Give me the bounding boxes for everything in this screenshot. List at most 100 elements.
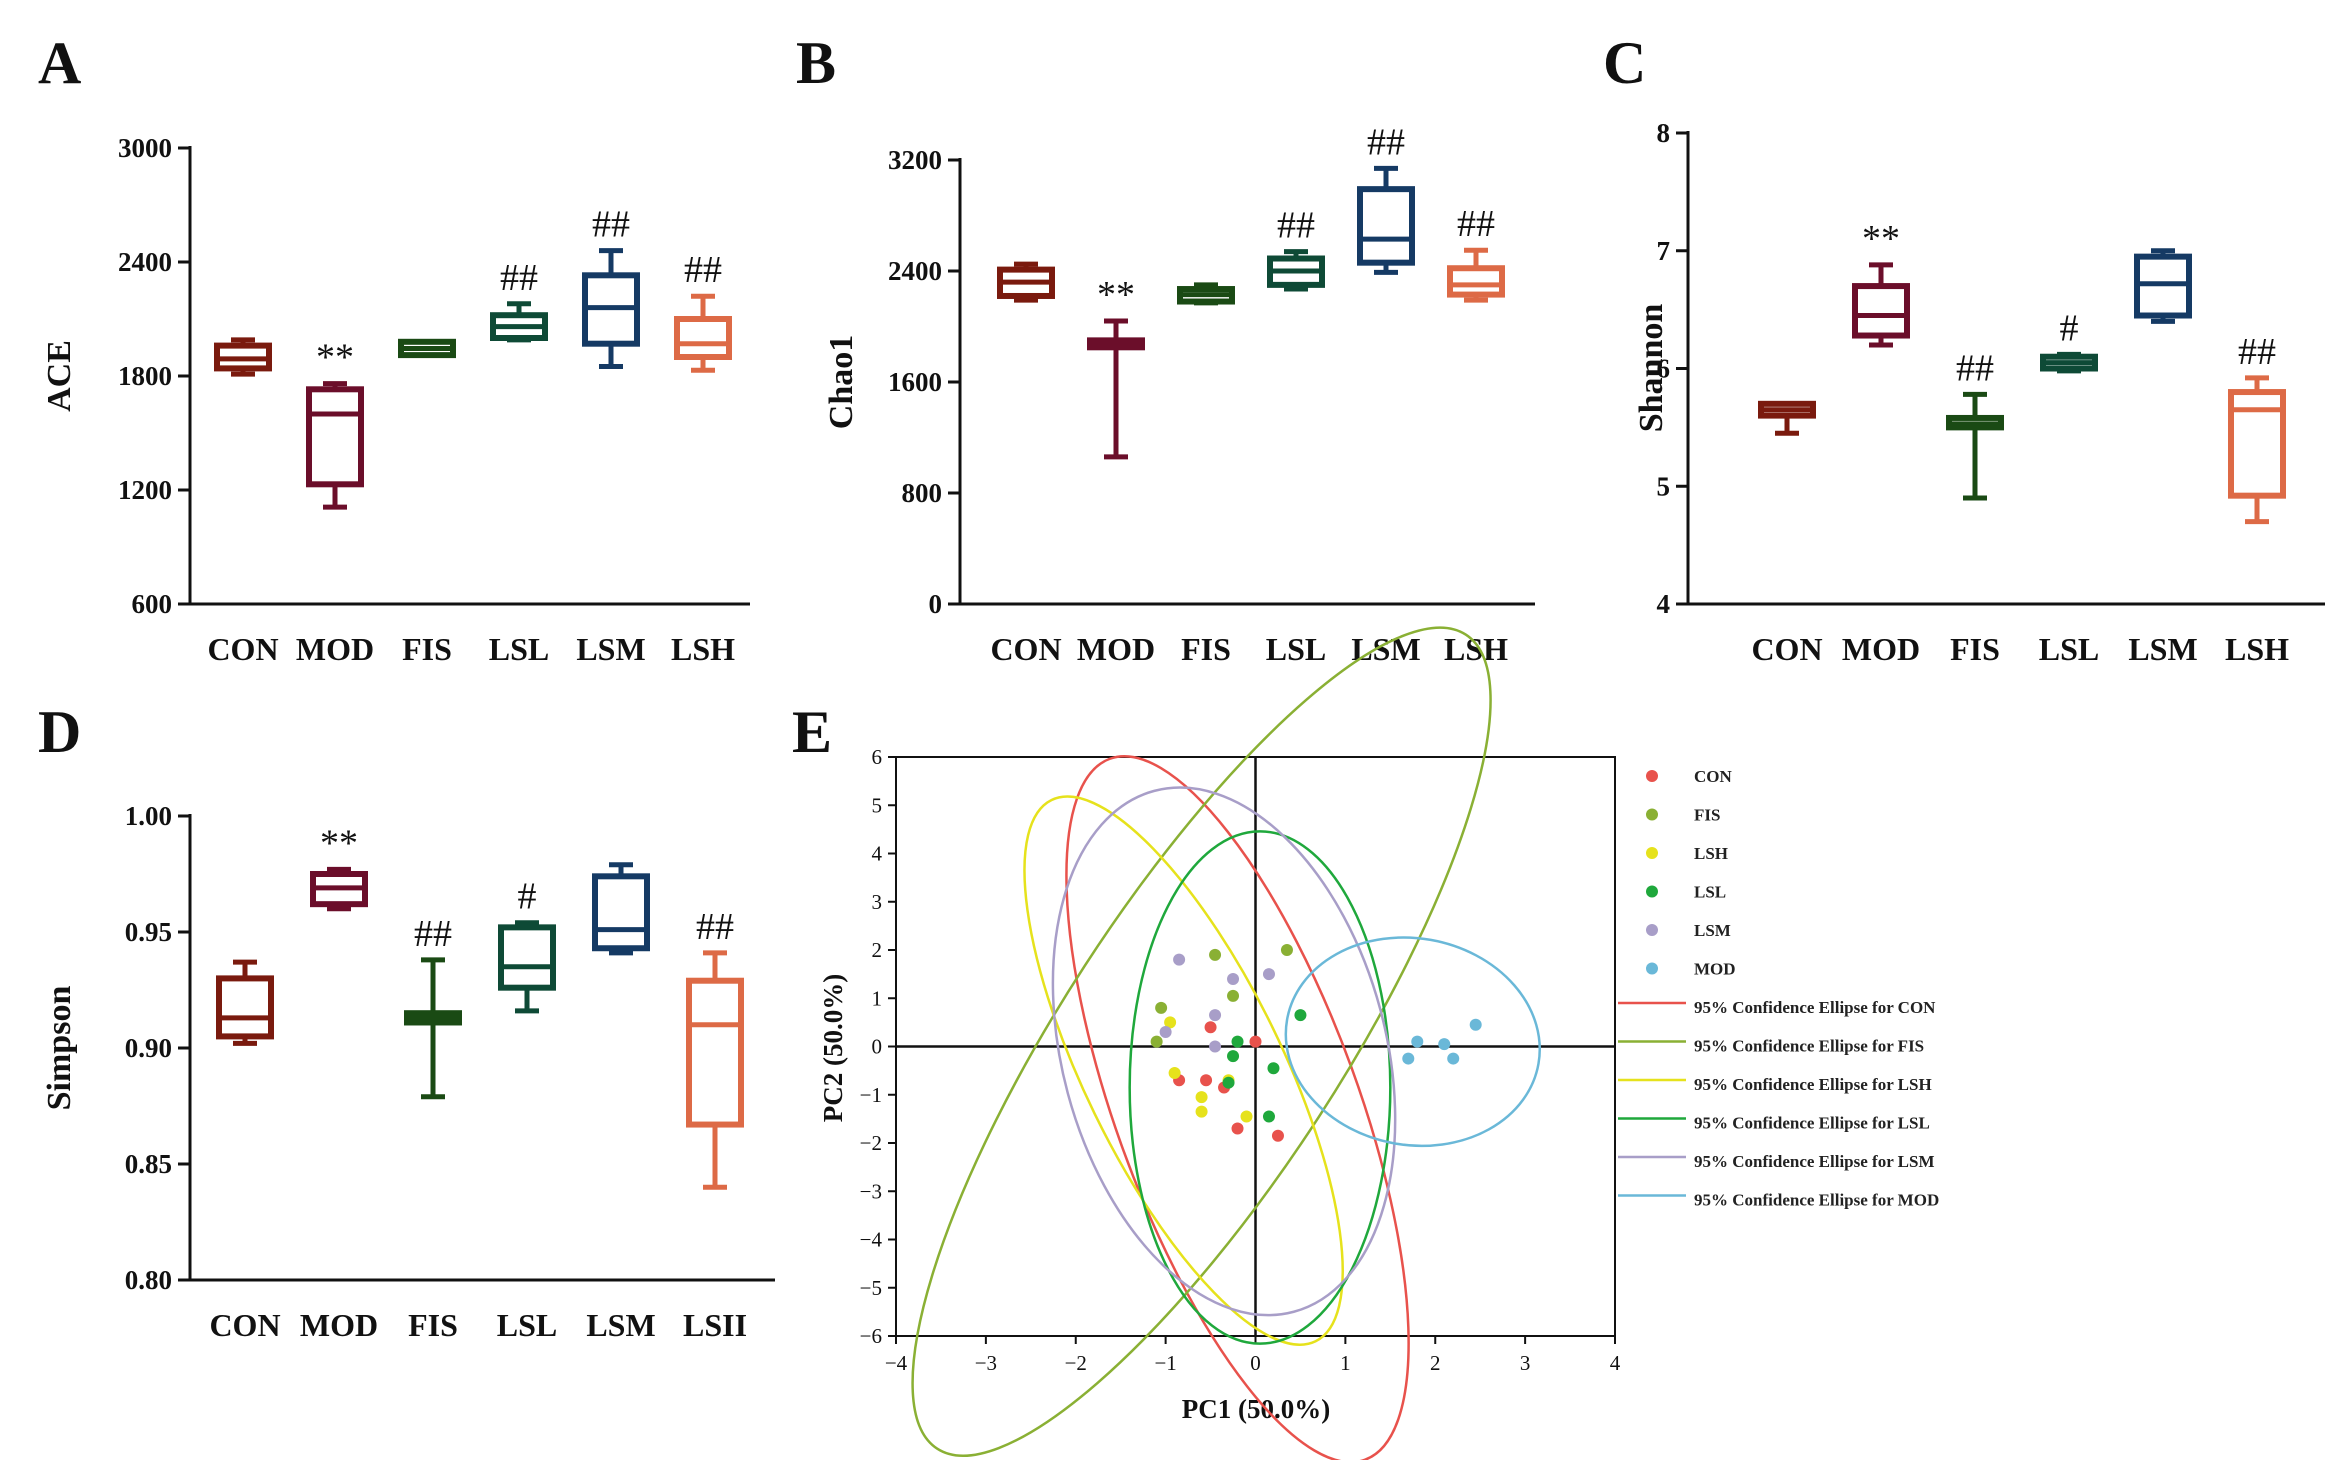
box-fis (1946, 391, 2004, 501)
x-category-label: CON (207, 631, 278, 667)
significance-marker: ## (1367, 121, 1405, 163)
y-tick-label: 1800 (118, 361, 172, 391)
confidence-ellipse-fis (911, 626, 1492, 1457)
y-tick-label: 1 (872, 986, 883, 1010)
x-tick-label: 3 (1520, 1351, 1531, 1375)
legend-label: 95% Confidence Ellipse for MOD (1694, 1191, 1939, 1210)
box-lsm (1357, 165, 1415, 275)
iqr-box (592, 873, 650, 952)
legend-marker-fis (1646, 808, 1658, 821)
y-tick-label: 0.85 (125, 1149, 172, 1179)
panel-letter-b: B (796, 30, 836, 96)
x-tick-label: 0 (1250, 1351, 1261, 1375)
x-tick-label: −2 (1065, 1351, 1087, 1375)
x-category-label: LSL (2039, 631, 2099, 667)
significance-marker: ** (1097, 274, 1135, 316)
y-tick-label: 4 (1657, 589, 1671, 619)
box-lsh (1447, 247, 1505, 303)
x-tick-label: 4 (1610, 1351, 1621, 1375)
y-tick-label: 5 (1657, 471, 1671, 501)
y-tick-label: −4 (860, 1228, 883, 1252)
legend-marker-lsh (1646, 847, 1658, 859)
x-category-label: MOD (1842, 631, 1920, 667)
panel-d-simpson-chart: D 0.80 0.85 0.90 0.95 1.00 Simpson CON ** MOD ## F… (38, 699, 775, 1343)
y-tick-label: −2 (860, 1131, 882, 1155)
box-lsl (2040, 351, 2098, 374)
box-lsl (490, 301, 548, 343)
confidence-ellipse-con (1065, 755, 1410, 1460)
x-category-label: LSM (1351, 631, 1420, 667)
box-lsl (1267, 249, 1325, 292)
data-point-fis (1150, 1035, 1163, 1048)
legend-label: 95% Confidence Ellipse for LSM (1694, 1152, 1935, 1171)
y-tick-label: −5 (860, 1276, 882, 1300)
panel-letter-c: C (1603, 30, 1646, 96)
data-point-fis (1155, 1001, 1168, 1014)
y-tick-label: 0 (872, 1035, 883, 1059)
data-point-lsm (1173, 953, 1186, 966)
significance-marker: ## (1457, 203, 1495, 245)
x-category-label: FIS (1950, 631, 2000, 667)
significance-marker: ## (414, 913, 452, 955)
significance-marker: ## (2238, 331, 2276, 373)
significance-marker: ** (316, 337, 354, 379)
legend-marker-lsm (1646, 924, 1658, 936)
legend-marker-con (1646, 770, 1658, 782)
x-category-label: CON (1751, 631, 1822, 667)
y-tick-label: 1200 (118, 475, 172, 505)
x-category-label: LSL (497, 1307, 557, 1343)
significance-marker: ## (592, 204, 630, 246)
iqr-box (1357, 186, 1415, 266)
legend-label: MOD (1694, 960, 1736, 979)
panel-c-shannon-chart: C 4 5 6 7 8 Shannon CON ** MOD ## FIS # LSL LSM ## LSH (1603, 30, 2325, 667)
legend-marker-mod (1646, 962, 1658, 975)
legend-label: LSM (1694, 921, 1731, 940)
x-category-label: MOD (1077, 631, 1155, 667)
legend-label: FIS (1694, 806, 1720, 825)
y-tick-label: 0 (929, 589, 943, 619)
data-point-con (1249, 1035, 1262, 1048)
x-tick-label: −3 (975, 1351, 997, 1375)
iqr-box (1447, 265, 1505, 298)
significance-marker: ## (1956, 347, 1994, 389)
legend-label: LSL (1694, 883, 1726, 902)
iqr-box (498, 924, 556, 991)
significance-marker: ** (320, 822, 358, 864)
legend-label: LSH (1694, 844, 1728, 863)
data-point-mod (1402, 1052, 1415, 1065)
box-fis (398, 338, 456, 359)
box-con (214, 337, 272, 377)
x-category-label: LSM (2128, 631, 2197, 667)
x-category-label: LSII (683, 1307, 747, 1343)
y-tick-label: 1600 (888, 367, 942, 397)
data-point-fis (1280, 944, 1293, 956)
box-lsl (498, 920, 556, 1014)
significance-marker: ** (1862, 218, 1900, 260)
data-point-lsl (1227, 1050, 1240, 1063)
y-tick-label: 2400 (118, 247, 172, 277)
box-con (216, 959, 274, 1046)
x-category-label: LSM (586, 1307, 655, 1343)
data-point-lsh (1195, 1091, 1208, 1104)
legend-marker-lsl (1646, 885, 1658, 898)
data-point-lsm (1262, 968, 1275, 981)
box-lsh (674, 293, 732, 373)
x-tick-label: −1 (1154, 1351, 1176, 1375)
y-tick-label: −6 (860, 1324, 882, 1348)
legend-label: 95% Confidence Ellipse for FIS (1694, 1037, 1924, 1056)
iqr-box (1852, 283, 1910, 339)
data-point-lsh (1168, 1067, 1181, 1080)
y-tick-label: 6 (872, 745, 883, 769)
y-tick-label: 2400 (888, 256, 942, 286)
y-axis-title: Chao1 (823, 335, 860, 429)
legend-label: CON (1694, 767, 1733, 786)
y-tick-label: 6 (1657, 354, 1671, 384)
iqr-box (216, 975, 274, 1040)
y-tick-label: 0.80 (125, 1265, 172, 1295)
y-tick-label: 4 (872, 842, 883, 866)
confidence-ellipse-lsl (1128, 830, 1392, 1345)
data-point-con (1231, 1122, 1244, 1135)
box-fis (404, 957, 462, 1100)
